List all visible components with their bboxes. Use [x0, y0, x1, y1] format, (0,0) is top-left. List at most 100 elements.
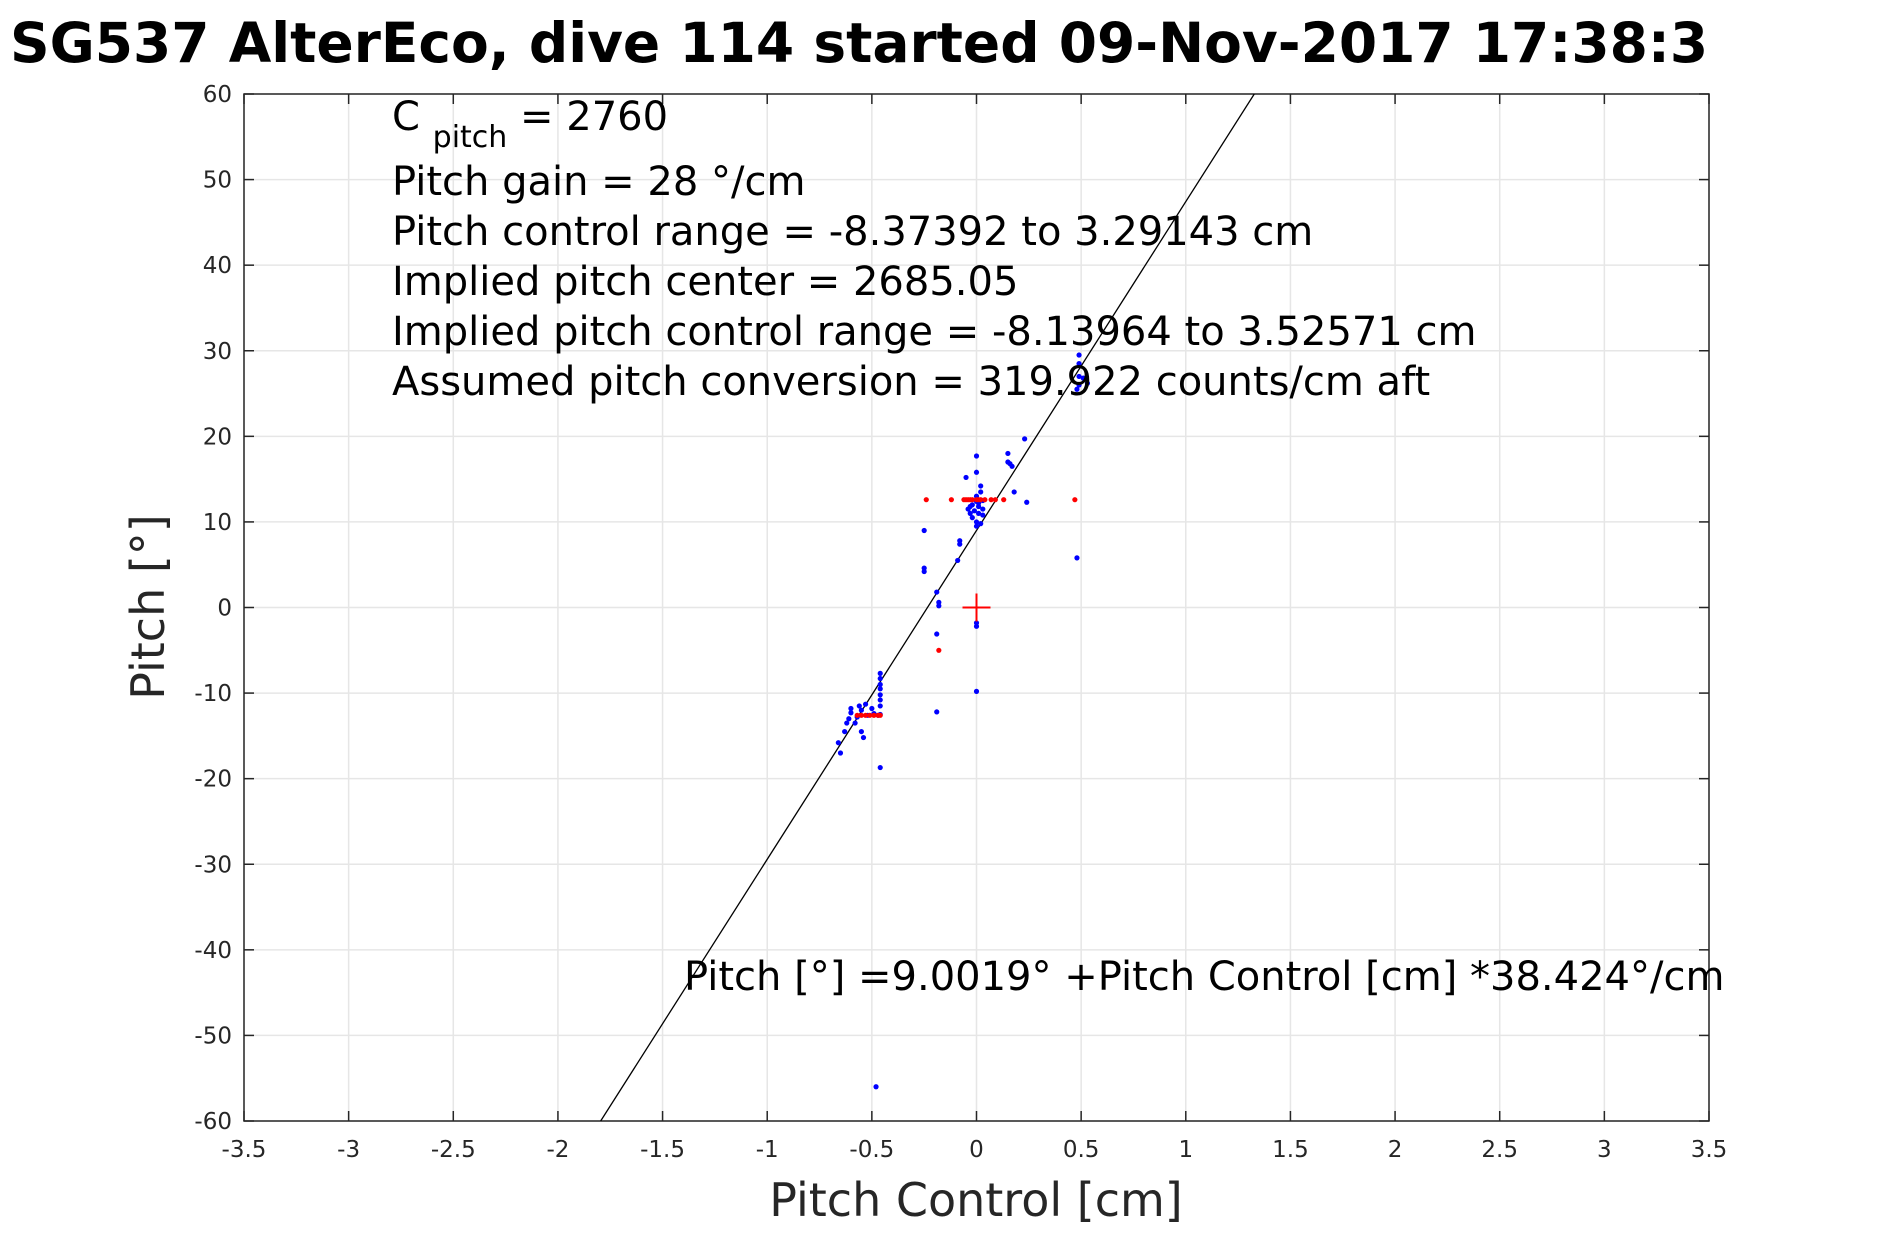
- data-point: [1022, 436, 1028, 442]
- annotation-pitch-gain: Pitch gain = 28 °/cm: [392, 159, 805, 205]
- data-point: [877, 703, 883, 709]
- annotation-pitch-control-range: Pitch control range = -8.37392 to 3.2914…: [392, 209, 1313, 255]
- data-point: [978, 521, 984, 527]
- x-tick-label: 1.5: [1272, 1137, 1309, 1163]
- data-point: [877, 712, 883, 718]
- data-point: [921, 568, 927, 575]
- data-point: [988, 497, 994, 503]
- data-point: [973, 469, 980, 475]
- annotation-block: C pitch = 2760 Pitch gain = 28 °/cm Pitc…: [392, 94, 1724, 1000]
- chart-title: SG537 AlterEco, dive 114 started 09-Nov-…: [10, 11, 1708, 75]
- data-point: [936, 603, 942, 609]
- annotation-c-pitch-rest: = 2760: [520, 94, 668, 140]
- data-point: [1080, 375, 1086, 381]
- data-point: [948, 497, 954, 503]
- data-point: [1076, 373, 1082, 380]
- scatter-series: [835, 352, 1091, 1090]
- center-marker: [962, 593, 991, 622]
- data-point: [973, 519, 980, 525]
- x-tick-label: -2.5: [431, 1137, 476, 1163]
- x-tick-label: 2.5: [1481, 1137, 1518, 1163]
- data-point: [969, 497, 975, 503]
- x-tick-label: 3.5: [1691, 1137, 1728, 1163]
- data-point: [1009, 463, 1015, 469]
- data-point: [848, 705, 854, 712]
- data-point: [973, 688, 980, 694]
- data-point: [1011, 489, 1017, 495]
- data-point: [835, 740, 841, 746]
- fit-line: [600, 94, 1255, 1121]
- data-point: [923, 497, 929, 503]
- annotation-c-pitch-sub: pitch: [433, 120, 508, 155]
- x-tick-label: -2: [546, 1137, 569, 1163]
- scatter-series: [854, 497, 1078, 718]
- y-axis-label: Pitch [°]: [121, 514, 175, 700]
- data-point: [1001, 497, 1007, 503]
- data-point: [1074, 555, 1080, 561]
- data-point: [936, 647, 942, 653]
- data-point: [967, 510, 973, 516]
- data-point: [852, 720, 858, 726]
- y-tick-label: -10: [194, 681, 232, 707]
- data-point: [877, 764, 883, 771]
- data-point: [1076, 382, 1082, 388]
- data-point: [858, 707, 864, 713]
- data-point: [963, 474, 969, 481]
- y-tick-label: 50: [203, 168, 232, 194]
- data-point: [934, 589, 940, 595]
- data-point: [967, 503, 973, 510]
- data-point: [934, 709, 940, 715]
- data-point: [934, 631, 940, 637]
- annotation-c-pitch: C pitch = 2760: [392, 94, 668, 157]
- data-point: [973, 523, 980, 529]
- data-point: [837, 750, 844, 756]
- data-point: [871, 712, 877, 718]
- annotation-c-pitch-main: C: [392, 94, 420, 140]
- y-axis: 60 50 40 30 20 10 0 -10 -20 -30 -40 -50 -60: [194, 82, 1709, 1135]
- data-layer: [600, 94, 1255, 1121]
- x-axis-label: Pitch Control [cm]: [769, 1173, 1183, 1227]
- data-point: [1076, 352, 1082, 358]
- x-tick-label: -1: [756, 1137, 779, 1163]
- data-point: [877, 675, 883, 682]
- data-point: [1084, 380, 1091, 386]
- data-point: [858, 728, 864, 735]
- y-tick-label: -30: [194, 852, 232, 878]
- data-point: [860, 734, 867, 741]
- data-point: [978, 489, 984, 495]
- annotation-implied-pitch-control-range: Implied pitch control range = -8.13964 t…: [392, 309, 1476, 355]
- data-point: [877, 686, 883, 692]
- y-tick-label: 20: [203, 424, 232, 450]
- data-point: [1076, 360, 1082, 367]
- data-point: [842, 728, 848, 735]
- data-point: [1024, 499, 1030, 505]
- data-point: [877, 681, 883, 688]
- data-point: [862, 712, 869, 718]
- grid: [243, 93, 1710, 1122]
- data-point: [854, 712, 860, 718]
- y-tick-label: 10: [203, 510, 232, 536]
- data-point: [1005, 450, 1011, 457]
- y-tick-label: 60: [203, 82, 232, 108]
- x-tick-label: 2: [1388, 1137, 1403, 1163]
- data-point: [955, 557, 961, 564]
- x-tick-label: -3.5: [222, 1137, 267, 1163]
- data-point: [862, 701, 869, 707]
- data-point: [867, 712, 873, 718]
- data-point: [873, 1084, 879, 1090]
- data-point: [971, 508, 978, 514]
- data-point: [978, 483, 984, 489]
- data-point: [856, 703, 862, 709]
- data-point: [877, 697, 883, 703]
- data-point: [969, 515, 975, 521]
- data-point: [982, 497, 988, 503]
- x-tick-label: 1: [1178, 1137, 1193, 1163]
- y-tick-label: 40: [203, 253, 232, 279]
- x-tick-label: 0.5: [1063, 1137, 1100, 1163]
- data-point: [858, 712, 864, 718]
- data-point: [973, 453, 980, 459]
- annotation-implied-pitch-center: Implied pitch center = 2685.05: [392, 259, 1018, 305]
- data-point: [877, 692, 883, 698]
- x-tick-label: -3: [337, 1137, 360, 1163]
